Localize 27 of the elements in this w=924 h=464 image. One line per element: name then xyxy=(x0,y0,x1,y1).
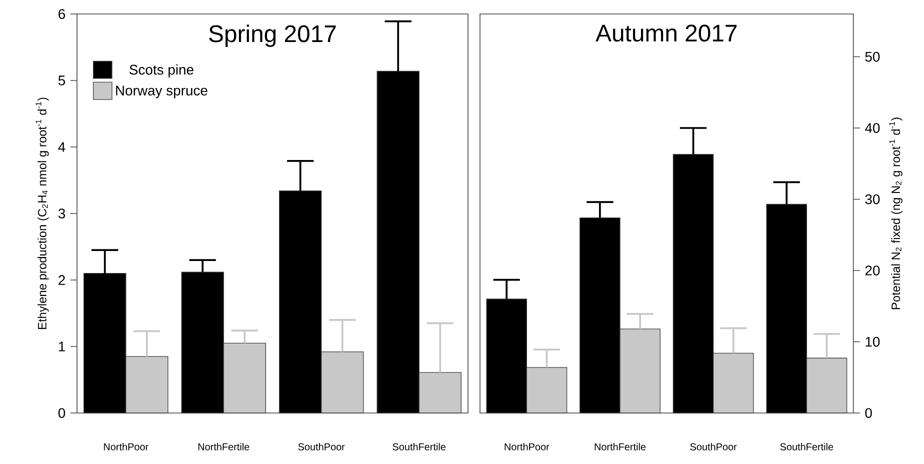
x-tick-label: SouthFertile xyxy=(780,443,834,450)
x-tick-label: NorthFertile xyxy=(198,443,250,450)
y-tick-label: 0 xyxy=(58,408,66,418)
y-tick-label: 5 xyxy=(58,76,66,86)
y2-tick-label: 0 xyxy=(865,408,872,418)
text: Ethylene production (C$_{2}$H$_{4}$ nmol g root$^{-1}$ d$^{-1}$) xyxy=(36,98,49,330)
x-tick-label: NorthPoor xyxy=(104,443,148,450)
x-tick-label: SouthPoor xyxy=(298,443,345,450)
legend-label: Norway spruce xyxy=(116,86,208,98)
y2-tick-label: 50 xyxy=(865,52,880,62)
legend-label: Scots pine xyxy=(130,64,194,78)
chart-title: Autumn 2017 xyxy=(596,24,737,42)
y-tick-label: 4 xyxy=(58,142,66,152)
x-tick-label: NorthPoor xyxy=(504,443,550,450)
text: Potential N$_{2}$ fixed (ng N$_{2}$ g root$^{-1}$ d$^{-1}$) xyxy=(889,118,902,310)
y2-tick-label: 40 xyxy=(865,123,880,133)
x-tick-label: SouthFertile xyxy=(392,443,446,450)
y-tick-label: 2 xyxy=(58,275,65,285)
chart-title: Spring 2017 xyxy=(209,24,336,47)
y-tick-label: 1 xyxy=(58,342,65,352)
y2-tick-label: 20 xyxy=(865,266,880,276)
y2-tick-label: 30 xyxy=(865,194,880,204)
y-tick-label: 6 xyxy=(58,9,66,19)
x-tick-label: NorthFertile xyxy=(594,443,646,450)
y-tick-label: 3 xyxy=(58,208,66,218)
y2-tick-label: 10 xyxy=(866,336,880,347)
x-tick-label: SouthPoor xyxy=(690,443,737,450)
